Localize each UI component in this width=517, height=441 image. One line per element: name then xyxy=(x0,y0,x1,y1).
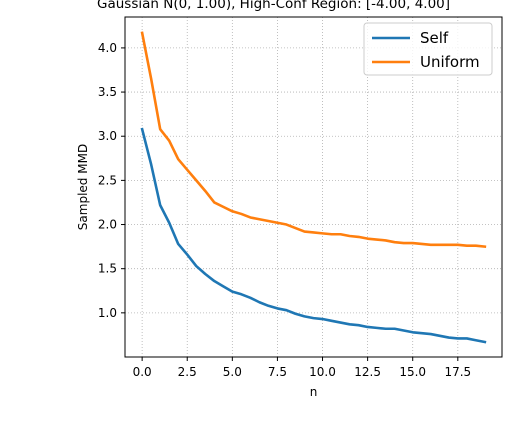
y-tick-label: 1.5 xyxy=(98,262,117,276)
legend-label-self: Self xyxy=(420,29,449,47)
x-tick-label: 17.5 xyxy=(444,365,471,379)
x-tick-label: 12.5 xyxy=(354,365,381,379)
x-tick-label: 2.5 xyxy=(178,365,197,379)
legend-label-uniform: Uniform xyxy=(420,53,480,71)
series-line-self xyxy=(140,127,487,344)
x-axis: 0.0 2.5 5.0 7.5 10.0 12.5 15.0 17.5 xyxy=(133,357,471,379)
y-axis-label: Sampled MMD xyxy=(76,144,90,230)
y-tick-label: 4.0 xyxy=(98,41,117,55)
y-axis: 1.0 1.5 2.0 2.5 3.0 3.5 4.0 xyxy=(98,41,125,320)
y-tick-label: 1.0 xyxy=(98,306,117,320)
x-tick-label: 0.0 xyxy=(133,365,152,379)
x-axis-label: n xyxy=(310,385,318,399)
x-tick-label: 7.5 xyxy=(268,365,287,379)
plot-area xyxy=(124,16,503,358)
legend: Self Uniform xyxy=(363,22,493,76)
x-tick-label: 5.0 xyxy=(223,365,242,379)
x-tick-label: 15.0 xyxy=(399,365,426,379)
series-line-uniform xyxy=(140,31,487,249)
series-lines xyxy=(140,31,487,344)
y-tick-label: 2.5 xyxy=(98,173,117,187)
y-tick-label: 3.0 xyxy=(98,129,117,143)
y-tick-label: 2.0 xyxy=(98,218,117,232)
chart-title: Gaussian N(0, 1.00), High-Conf Region: [… xyxy=(97,0,450,12)
x-tick-label: 10.0 xyxy=(309,365,336,379)
y-tick-label: 3.5 xyxy=(98,85,117,99)
